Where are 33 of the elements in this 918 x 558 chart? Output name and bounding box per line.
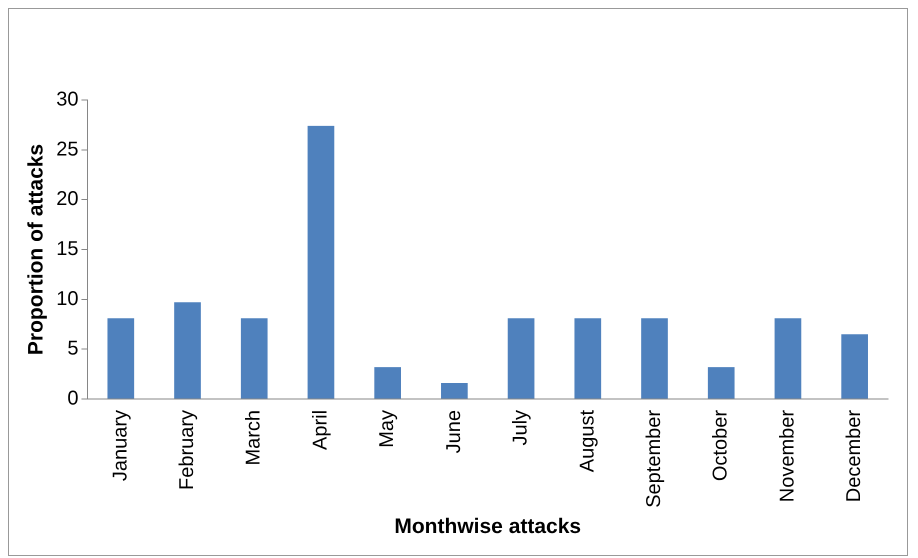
y-tick-label: 5 <box>67 338 78 360</box>
x-tick-label: February <box>176 410 198 490</box>
y-tick-label: 15 <box>56 238 78 260</box>
bar <box>374 367 401 398</box>
x-tick-label: April <box>309 410 332 450</box>
bar <box>240 318 268 398</box>
bar <box>508 318 534 398</box>
bar <box>441 383 468 398</box>
bar <box>641 318 668 398</box>
x-tick-label: November <box>776 410 798 502</box>
x-tick-label: March <box>242 410 265 466</box>
bar <box>174 302 201 398</box>
x-tick-label: December <box>843 410 866 502</box>
bar <box>308 126 334 398</box>
x-tick-label: October <box>710 410 732 482</box>
y-tick-label: 10 <box>56 288 78 310</box>
x-axis-title: Monthwise attacks <box>394 515 582 538</box>
x-tick-label: July <box>510 410 532 446</box>
y-tick-label: 20 <box>56 188 78 210</box>
x-tick-label: June <box>442 410 465 454</box>
x-tick-label: May <box>376 410 398 448</box>
x-tick-label: September <box>643 410 666 508</box>
bar <box>107 318 134 398</box>
y-tick-label: 0 <box>67 387 78 410</box>
x-tick-label: January <box>109 410 132 482</box>
bar <box>841 334 868 398</box>
x-tick-label: August <box>576 410 598 472</box>
y-axis-title: Proportion of attacks <box>24 144 48 356</box>
y-tick-label: 30 <box>56 88 78 111</box>
y-tick-label: 25 <box>56 138 78 160</box>
bar <box>574 318 602 398</box>
bar <box>774 318 802 398</box>
bar <box>708 367 735 398</box>
